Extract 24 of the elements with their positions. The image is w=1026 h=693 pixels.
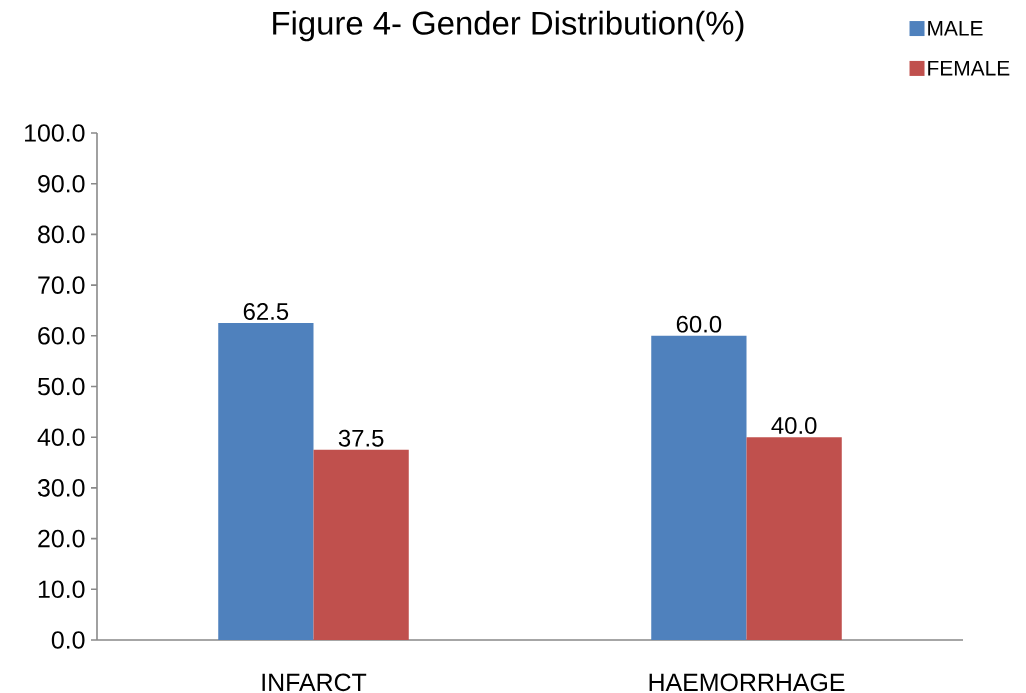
y-tick-label: 60.0 — [38, 326, 85, 345]
y-tick-label: 10.0 — [38, 580, 85, 599]
y-tick-label: 80.0 — [38, 225, 85, 244]
x-tick-label: INFARCT — [262, 673, 367, 692]
y-tick-label: 30.0 — [37, 479, 85, 497]
bar — [218, 323, 314, 640]
bar — [651, 335, 747, 640]
y-tick-label: 90.0 — [38, 174, 85, 193]
y-tick-label: 40.0 — [37, 428, 85, 447]
x-tick-label: HAEMORRHAGE — [649, 673, 845, 692]
data-label: 40.0 — [771, 417, 817, 434]
legend-label: FEMALE — [928, 60, 1010, 76]
data-label: 37.5 — [338, 429, 384, 447]
y-tick-label: 70.0 — [38, 276, 85, 294]
legend-label: MALE — [928, 21, 983, 36]
y-tick-label: 50.0 — [38, 377, 85, 396]
data-label: 62.5 — [243, 303, 289, 320]
y-tick-label: 100.0 — [25, 124, 85, 142]
bar — [746, 437, 842, 640]
chart-title: Figure 4- Gender Distribution(%) — [273, 10, 744, 42]
y-tick-label: 0.0 — [51, 631, 85, 649]
y-tick-label: 20.0 — [38, 529, 85, 548]
bar — [313, 449, 409, 640]
data-label: 60.0 — [676, 315, 722, 333]
